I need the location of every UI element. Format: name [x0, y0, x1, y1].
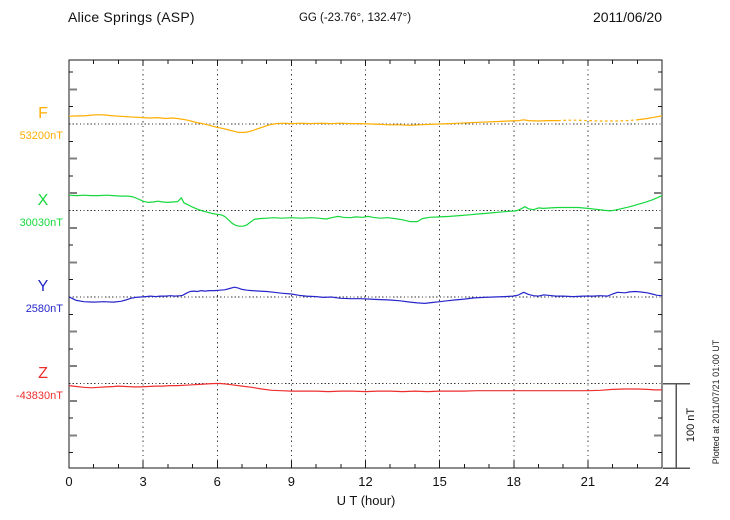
x-tick-label: 15: [432, 474, 447, 489]
station-title: Alice Springs (ASP): [68, 9, 195, 25]
series-letter-Y: Y: [37, 278, 49, 295]
date-label: 2011/06/20: [592, 9, 662, 25]
x-axis-title: U T (hour): [336, 493, 396, 508]
series-baseline-value-Z: -43830nT: [15, 389, 63, 402]
scale-bar-label: 100 nT: [685, 407, 697, 443]
x-tick-label: 9: [287, 474, 295, 489]
series-baseline-value-F: 53200nT: [19, 130, 63, 142]
x-tick-label: 3: [139, 474, 147, 489]
series-letter-F: F: [38, 105, 48, 122]
series-letter-X: X: [37, 191, 49, 209]
series-baseline-value-Y: 2580nT: [25, 303, 63, 315]
x-tick-label: 18: [506, 474, 521, 489]
series-baseline-value-X: 30030nT: [19, 216, 63, 229]
plotted-at-note: Plotted at 2011/07/21 01:00 UT: [711, 339, 721, 465]
geographic-coords-label: GG (-23.76°, 132.47°): [298, 12, 412, 24]
x-tick-label: 6: [213, 474, 221, 489]
x-tick-label: 24: [654, 474, 670, 489]
x-tick-label: 21: [580, 474, 596, 489]
x-tick-label: 12: [358, 474, 373, 489]
x-tick-label: 0: [65, 474, 73, 489]
series-letter-Z: Z: [38, 364, 48, 382]
